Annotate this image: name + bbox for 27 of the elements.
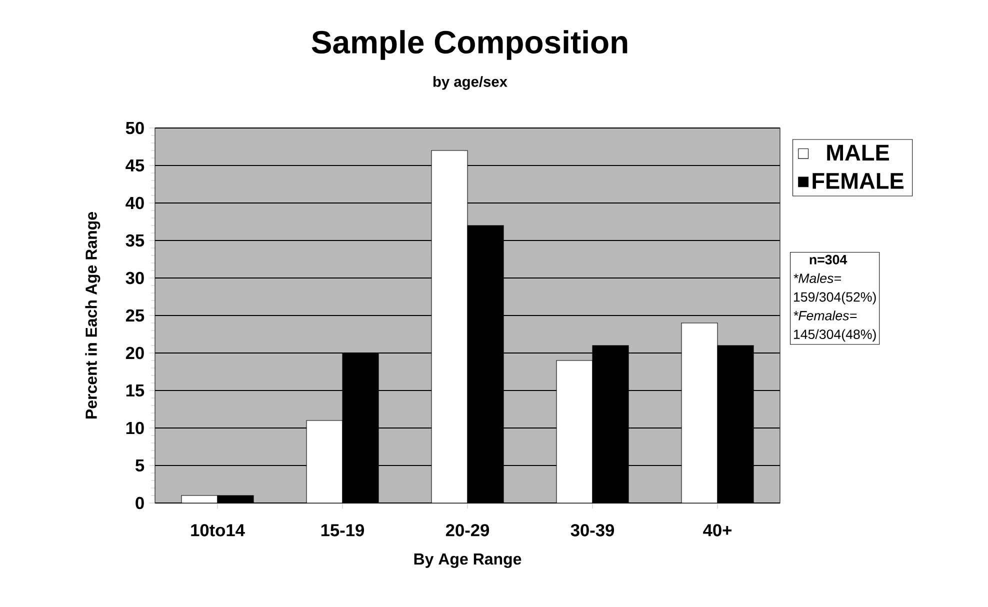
text: n=304 [810, 254, 848, 264]
x-axis-title: By Age Range [414, 554, 522, 568]
y-tick-label: 15 [126, 384, 144, 397]
x-tick-label: 20-29 [446, 524, 490, 536]
legend-label: MALE [827, 144, 889, 160]
legend-label: FEMALE [812, 173, 904, 189]
text: 159/304(52%) [794, 292, 876, 304]
y-tick-label: 35 [126, 234, 144, 247]
y-tick-label: 30 [126, 272, 144, 284]
y-tick-label: 5 [136, 459, 144, 472]
y-tick-label: 25 [126, 309, 144, 322]
text: *Females= [794, 310, 857, 320]
x-tick-label: 40+ [703, 524, 732, 536]
y-axis-title: Percent in Each Age Range [85, 212, 100, 418]
text: 145/304(48%) [794, 329, 876, 342]
text: *Males= [794, 273, 842, 284]
y-tick-label: 40 [126, 196, 144, 210]
x-tick-label: 30-39 [570, 524, 614, 536]
x-tick-label: 10to14 [191, 524, 245, 536]
y-tick-label: 20 [126, 346, 144, 360]
y-tick-label: 45 [126, 159, 144, 172]
y-tick-label: 10 [126, 422, 144, 434]
y-tick-label: 50 [126, 122, 144, 134]
chart-title: Sample Composition [312, 30, 628, 60]
chart-subtitle: by age/sex [433, 76, 508, 90]
y-tick-label: 0 [136, 496, 144, 510]
x-tick-label: 15-19 [321, 524, 364, 536]
